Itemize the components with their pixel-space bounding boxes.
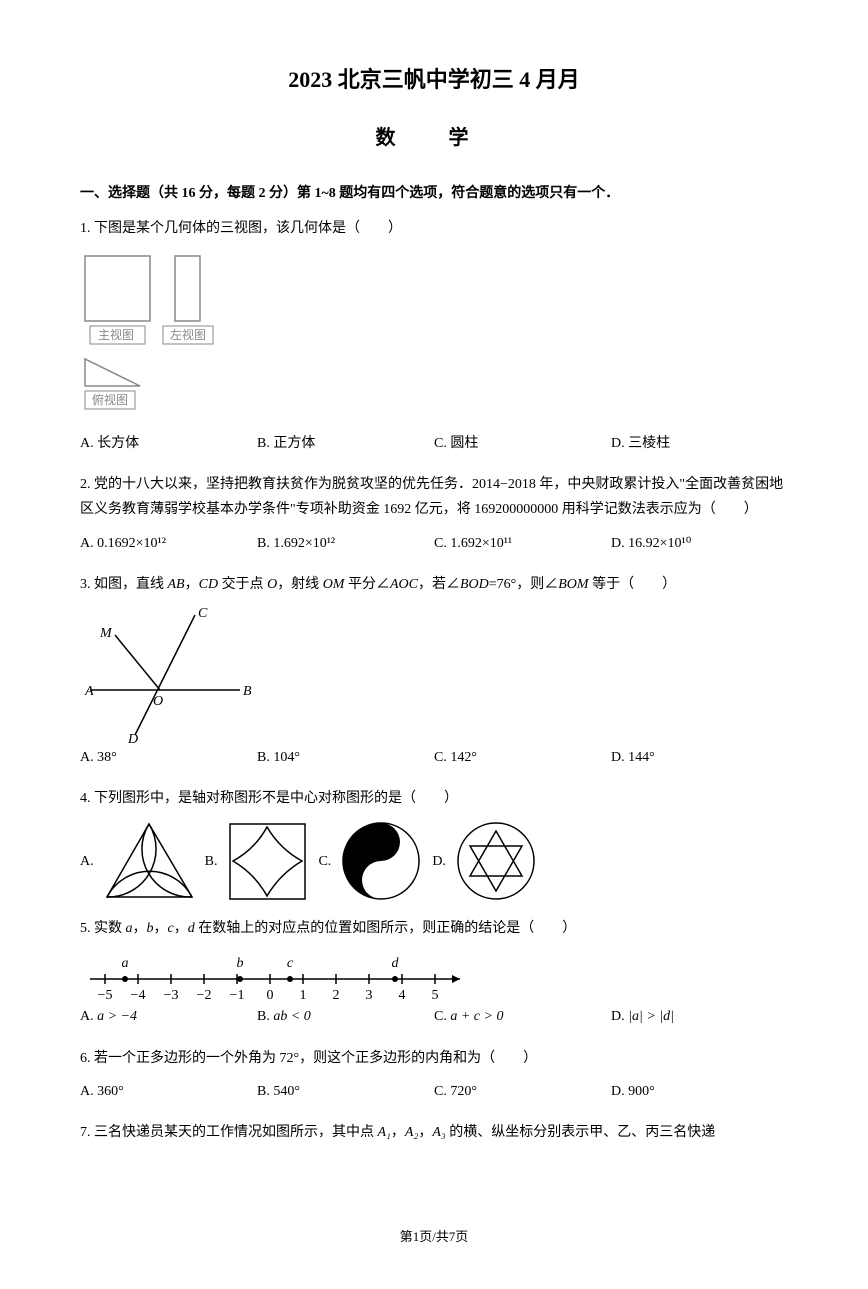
svg-text:−5: −5 (98, 988, 113, 1003)
q4-opt-d-label: D. (432, 849, 446, 874)
q1-text: 1. 下图是某个几何体的三视图，该几何体是（ ） (80, 216, 788, 241)
svg-text:B: B (243, 684, 252, 699)
svg-text:d: d (392, 956, 400, 971)
svg-text:−1: −1 (230, 988, 245, 1003)
svg-text:5: 5 (432, 988, 439, 1003)
question-5: 5. 实数 a，b，c，d 在数轴上的对应点的位置如图所示，则正确的结论是（ ）… (80, 916, 788, 1033)
svg-text:4: 4 (399, 988, 406, 1003)
q4-opt-a-label: A. (80, 849, 94, 874)
q4-text: 4. 下列图形中，是轴对称图形不是中心对称图形的是（ ） (80, 786, 788, 811)
svg-text:−4: −4 (131, 988, 146, 1003)
q5-opt-c: C. a + c > 0 (434, 1004, 611, 1029)
q4-fig-b (225, 819, 310, 904)
svg-text:1: 1 (300, 988, 307, 1003)
q5-opt-b: B. ab < 0 (257, 1004, 434, 1029)
q7-text: 7. 三名快递员某天的工作情况如图所示，其中点 A₁，A₂，A₃ 的横、纵坐标分… (80, 1120, 788, 1145)
q3-opt-a: A. 38° (80, 745, 257, 770)
svg-text:0: 0 (267, 988, 274, 1003)
q4-fig-c (339, 819, 424, 904)
svg-text:C: C (198, 606, 208, 621)
q1-opt-d: D. 三棱柱 (611, 431, 788, 456)
q6-opt-d: D. 900° (611, 1079, 788, 1104)
q3-opt-d: D. 144° (611, 745, 788, 770)
svg-text:A: A (84, 684, 94, 699)
q3-opt-b: B. 104° (257, 745, 434, 770)
q2-opt-b: B. 1.692×10¹² (257, 531, 434, 556)
question-1: 1. 下图是某个几何体的三视图，该几何体是（ ） 主视图 左视图 俯视图 A. … (80, 216, 788, 460)
q5-opt-a: A. a > −4 (80, 1004, 257, 1029)
q1-opt-a: A. 长方体 (80, 431, 257, 456)
three-view-diagram: 主视图 左视图 俯视图 (80, 251, 230, 421)
svg-text:3: 3 (366, 988, 373, 1003)
svg-text:D: D (127, 732, 138, 745)
question-3: 3. 如图，直线 AB，CD 交于点 O，射线 OM 平分∠AOC，若∠BOD=… (80, 572, 788, 774)
question-6: 6. 若一个正多边形的一个外角为 72°，则这个正多边形的内角和为（ ） A. … (80, 1046, 788, 1108)
svg-text:c: c (287, 956, 294, 971)
q5-text: 5. 实数 a，b，c，d 在数轴上的对应点的位置如图所示，则正确的结论是（ ） (80, 916, 788, 941)
q2-opt-d: D. 16.92×10¹⁰ (611, 531, 788, 556)
question-2: 2. 党的十八大以来，坚持把教育扶贫作为脱贫攻坚的优先任务．2014−2018 … (80, 472, 788, 560)
q3-diagram: A B C D M O (80, 605, 260, 745)
q6-opt-b: B. 540° (257, 1079, 434, 1104)
svg-text:O: O (153, 694, 163, 709)
svg-text:−3: −3 (164, 988, 179, 1003)
svg-text:2: 2 (333, 988, 340, 1003)
section-header: 一、选择题（共 16 分，每题 2 分）第 1~8 题均有四个选项，符合题意的选… (80, 181, 788, 206)
question-4: 4. 下列图形中，是轴对称图形不是中心对称图形的是（ ） A. B. C. D. (80, 786, 788, 904)
q4-fig-d (454, 819, 539, 904)
svg-text:a: a (122, 956, 129, 971)
q5-opt-d: D. |a| > |d| (611, 1004, 788, 1029)
svg-text:俯视图: 俯视图 (92, 392, 128, 407)
q3-opt-c: C. 142° (434, 745, 611, 770)
q4-fig-a (102, 819, 197, 904)
svg-text:M: M (99, 626, 113, 641)
svg-text:左视图: 左视图 (170, 327, 206, 342)
question-7: 7. 三名快递员某天的工作情况如图所示，其中点 A₁，A₂，A₃ 的横、纵坐标分… (80, 1120, 788, 1145)
q6-text: 6. 若一个正多边形的一个外角为 72°，则这个正多边形的内角和为（ ） (80, 1046, 788, 1071)
svg-text:b: b (237, 956, 244, 971)
svg-text:主视图: 主视图 (98, 327, 134, 342)
q1-opt-c: C. 圆柱 (434, 431, 611, 456)
q6-opt-c: C. 720° (434, 1079, 611, 1104)
q4-opt-b-label: B. (205, 849, 218, 874)
q4-opt-c-label: C. (318, 849, 331, 874)
q1-diagram: 主视图 左视图 俯视图 (80, 251, 788, 421)
q6-opt-a: A. 360° (80, 1079, 257, 1104)
q3-text: 3. 如图，直线 AB，CD 交于点 O，射线 OM 平分∠AOC，若∠BOD=… (80, 572, 788, 597)
svg-text:−2: −2 (197, 988, 212, 1003)
q1-opt-b: B. 正方体 (257, 431, 434, 456)
q5-numberline: −5 −4 −3 −2 −1 0 1 2 3 4 5 a b c d (80, 949, 480, 1004)
q2-opt-a: A. 0.1692×10¹² (80, 531, 257, 556)
page-title: 2023 北京三帆中学初三 4 月月 (80, 60, 788, 100)
q2-text: 2. 党的十八大以来，坚持把教育扶贫作为脱贫攻坚的优先任务．2014−2018 … (80, 472, 788, 522)
subject: 数 学 (80, 120, 788, 156)
q2-opt-c: C. 1.692×10¹¹ (434, 531, 611, 556)
page-footer: 第1页/共7页 (80, 1225, 788, 1248)
